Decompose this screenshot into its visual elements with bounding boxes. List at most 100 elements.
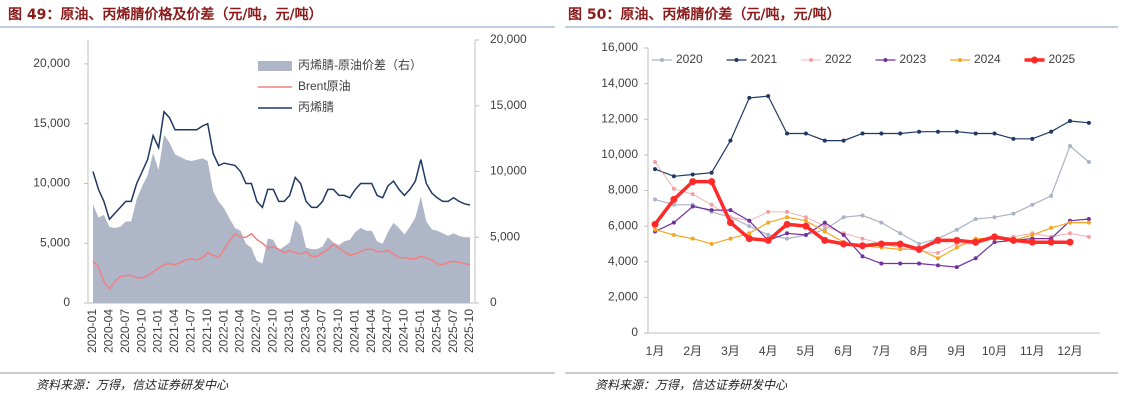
marker xyxy=(935,236,940,241)
marker xyxy=(917,249,922,254)
marker xyxy=(766,94,771,99)
marker xyxy=(917,247,922,252)
legend-label: 2020 xyxy=(676,52,703,66)
marker xyxy=(708,178,716,186)
y-tick-label: 10,000 xyxy=(601,147,638,161)
marker xyxy=(1030,233,1035,238)
marker xyxy=(822,229,827,234)
y2-tick-label: 5,000 xyxy=(490,229,520,243)
legend-marker xyxy=(1031,56,1038,64)
x-tick-label: 2022-10 xyxy=(265,309,279,353)
legend-label: 2024 xyxy=(974,52,1001,66)
marker xyxy=(671,174,676,179)
marker xyxy=(709,170,714,175)
x-tick-label: 2021-07 xyxy=(184,309,198,353)
x-tick-label: 2020-07 xyxy=(118,309,132,353)
legend-marker xyxy=(883,58,888,62)
x-tick-label: 10月 xyxy=(982,344,1007,358)
marker xyxy=(803,131,808,136)
x-tick-label: 2020-04 xyxy=(102,309,116,353)
x-tick-label: 6月 xyxy=(834,344,853,358)
x-tick-label: 2022-07 xyxy=(249,309,263,353)
marker xyxy=(896,240,904,248)
marker xyxy=(954,129,959,134)
line xyxy=(653,179,1070,252)
marker xyxy=(671,233,676,238)
marker xyxy=(841,233,846,238)
marker xyxy=(803,233,808,238)
marker xyxy=(822,224,827,229)
marker xyxy=(954,245,959,250)
y-tick-label: 4,000 xyxy=(608,254,638,268)
y-tick-label: 15,000 xyxy=(33,116,70,130)
marker xyxy=(690,236,695,241)
marker xyxy=(653,160,657,164)
marker xyxy=(766,220,771,225)
marker xyxy=(1086,220,1091,225)
marker xyxy=(747,218,752,223)
marker xyxy=(670,195,678,203)
y-tick-label: 5,000 xyxy=(40,235,70,249)
x-tick-label: 12月 xyxy=(1057,344,1082,358)
chart-title: 图 50：原油、丙烯腈价差（元/吨，元/吨） xyxy=(568,7,841,23)
marker xyxy=(1066,238,1074,246)
legend-label: 2025 xyxy=(1049,52,1076,66)
marker xyxy=(1049,236,1054,241)
legend-label: 丙烯腈-原油价差（右） xyxy=(298,57,422,72)
line xyxy=(654,144,1090,245)
marker xyxy=(1011,234,1016,239)
marker xyxy=(898,261,903,266)
marker xyxy=(879,261,884,266)
y-tick-label: 10,000 xyxy=(33,176,70,190)
y2-tick-label: 15,000 xyxy=(490,98,527,112)
marker xyxy=(1049,234,1054,239)
source-note: 资料来源：万得，信达证券研发中心 xyxy=(595,378,788,392)
marker xyxy=(690,172,695,177)
area xyxy=(93,134,470,303)
x-tick-label: 2023-07 xyxy=(315,309,329,353)
marker xyxy=(709,208,714,213)
marker xyxy=(766,238,771,243)
x-tick-label: 2022-04 xyxy=(233,309,247,353)
marker xyxy=(785,231,790,236)
legend-label: 2022 xyxy=(825,52,852,66)
marker xyxy=(953,236,961,244)
marker xyxy=(859,242,866,250)
marker xyxy=(935,129,940,134)
y2-tick-label: 10,000 xyxy=(490,164,527,178)
marker xyxy=(1086,217,1091,221)
y-tick-label: 14,000 xyxy=(601,76,638,90)
marker xyxy=(803,218,808,223)
x-tick-label: 5月 xyxy=(797,344,816,358)
x-tick-label: 2月 xyxy=(683,344,702,358)
marker xyxy=(747,95,752,100)
marker xyxy=(917,241,922,246)
marker xyxy=(690,204,695,209)
marker xyxy=(1030,136,1035,141)
marker xyxy=(1086,160,1091,164)
marker xyxy=(992,240,997,245)
marker xyxy=(1028,238,1036,246)
x-tick-label: 2020-10 xyxy=(134,309,148,353)
marker xyxy=(690,202,695,207)
marker xyxy=(726,219,734,227)
marker xyxy=(1068,218,1072,223)
legend-label: 2021 xyxy=(751,52,778,66)
marker xyxy=(841,138,846,143)
marker xyxy=(1011,238,1016,243)
marker xyxy=(803,215,808,220)
marker xyxy=(709,202,714,207)
legend-marker xyxy=(734,58,739,62)
marker xyxy=(766,209,771,214)
marker xyxy=(747,224,752,229)
marker xyxy=(671,220,676,225)
x-tick-label: 1月 xyxy=(646,344,665,358)
marker xyxy=(935,256,940,261)
marker xyxy=(803,233,808,238)
line xyxy=(654,216,1089,259)
marker xyxy=(973,241,978,246)
x-tick-label: 2021-10 xyxy=(200,309,214,353)
marker xyxy=(992,236,997,241)
marker xyxy=(785,131,790,136)
marker xyxy=(1068,143,1072,148)
